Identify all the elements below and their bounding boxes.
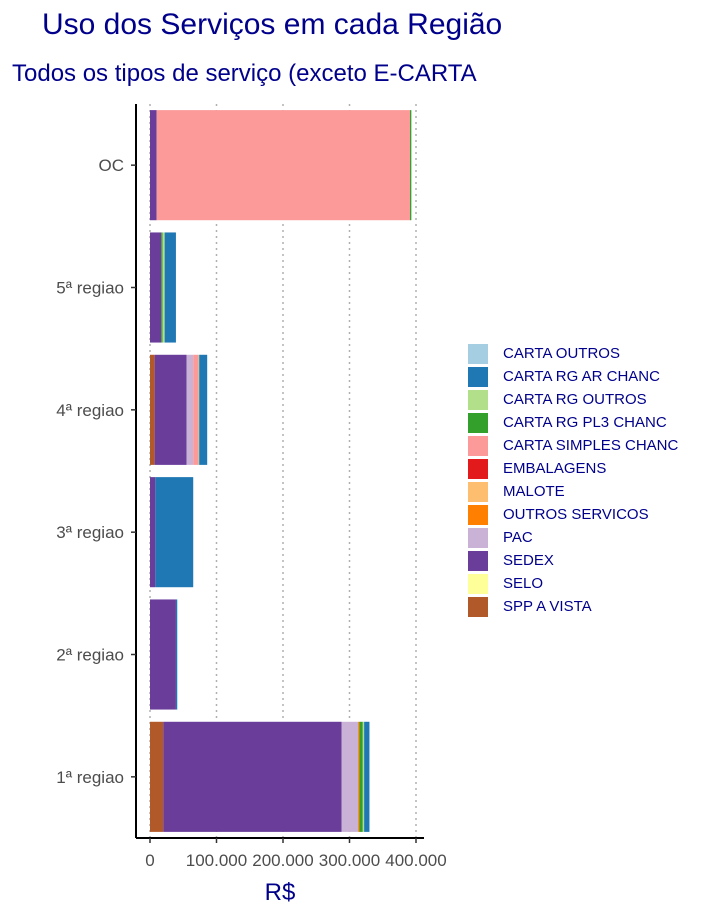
bar-segment [150, 477, 156, 588]
legend-swatch [468, 412, 488, 433]
bar-segment [150, 110, 157, 221]
x-tick-label: 0 [145, 851, 154, 870]
legend-label: SEDEX [503, 552, 554, 569]
bar-segment [199, 354, 208, 465]
bar-segment [156, 110, 411, 221]
legend-label: SPP A VISTA [503, 598, 592, 615]
chart-subtitle: Todos os tipos de serviço (exceto E-CART… [12, 60, 477, 87]
bar-segment [162, 232, 165, 343]
y-tick-label: OC [99, 156, 125, 175]
bar-segment [155, 477, 194, 588]
legend-swatch [468, 389, 488, 410]
legend-item: OUTROS SERVICOS [468, 503, 678, 526]
bar-segment [164, 232, 176, 343]
x-axis-title: R$ [265, 879, 296, 906]
legend-item: CARTA SIMPLES CHANC [468, 434, 678, 457]
legend-item: CARTA RG OUTROS [468, 388, 678, 411]
legend-label: CARTA RG AR CHANC [503, 368, 660, 385]
x-tick-label: 100.000 [186, 851, 247, 870]
bar-segment [150, 599, 176, 710]
bar-segment [410, 110, 412, 221]
y-tick-label: 5ª regiao [56, 279, 124, 298]
legend-item: SPP A VISTA [468, 595, 678, 618]
legend-item: SEDEX [468, 549, 678, 572]
legend-item: CARTA RG AR CHANC [468, 365, 678, 388]
legend-label: CARTA RG PL3 CHANC [503, 414, 667, 431]
legend-swatch [468, 435, 488, 456]
legend-label: OUTROS SERVICOS [503, 506, 649, 523]
chart-title: Uso dos Serviços em cada Região [42, 8, 503, 41]
y-tick-label: 4ª regiao [56, 401, 124, 420]
legend-swatch [468, 527, 488, 548]
legend-item: PAC [468, 526, 678, 549]
legend-label: PAC [503, 529, 533, 546]
legend-item: SELO [468, 572, 678, 595]
legend-label: CARTA OUTROS [503, 345, 620, 362]
legend-swatch [468, 504, 488, 525]
bar-segment [186, 354, 194, 465]
bar-segment [358, 721, 360, 832]
legend-label: EMBALAGENS [503, 460, 607, 477]
legend-label: MALOTE [503, 483, 565, 500]
legend-label: CARTA RG OUTROS [503, 391, 647, 408]
legend-swatch [468, 458, 488, 479]
bar-segment [161, 232, 163, 343]
legend-item: CARTA RG PL3 CHANC [468, 411, 678, 434]
legend-swatch [468, 596, 488, 617]
legend-swatch [468, 366, 488, 387]
bar-segment [154, 354, 187, 465]
legend-item: MALOTE [468, 480, 678, 503]
y-tick-label: 3ª regiao [56, 523, 124, 542]
bar-segment [341, 721, 359, 832]
y-tick-label: 1ª regiao [56, 768, 124, 787]
legend-label: CARTA SIMPLES CHANC [503, 437, 679, 454]
bar-segment [163, 721, 342, 832]
x-tick-label: 200.000 [252, 851, 313, 870]
bar-segment [359, 721, 363, 832]
bar-segment [362, 721, 365, 832]
bar-segment [193, 354, 199, 465]
chart-legend: CARTA OUTROS CARTA RG AR CHANC CARTA RG OU… [468, 342, 678, 618]
bar-segment [150, 721, 164, 832]
legend-item: EMBALAGENS [468, 457, 678, 480]
legend-label: SELO [503, 575, 544, 592]
bar-segment [150, 354, 155, 465]
legend-swatch [468, 573, 488, 594]
legend-swatch [468, 550, 488, 571]
bar-segment [175, 599, 178, 710]
bar-segment [198, 354, 200, 465]
bar-segment [150, 232, 162, 343]
legend-swatch [468, 481, 488, 502]
x-tick-label: 400.000 [385, 851, 446, 870]
y-tick-label: 2ª regiao [56, 646, 124, 665]
legend-item: CARTA OUTROS [468, 342, 678, 365]
legend-swatch [468, 343, 488, 364]
bar-segment [364, 721, 370, 832]
x-tick-label: 300.000 [319, 851, 380, 870]
